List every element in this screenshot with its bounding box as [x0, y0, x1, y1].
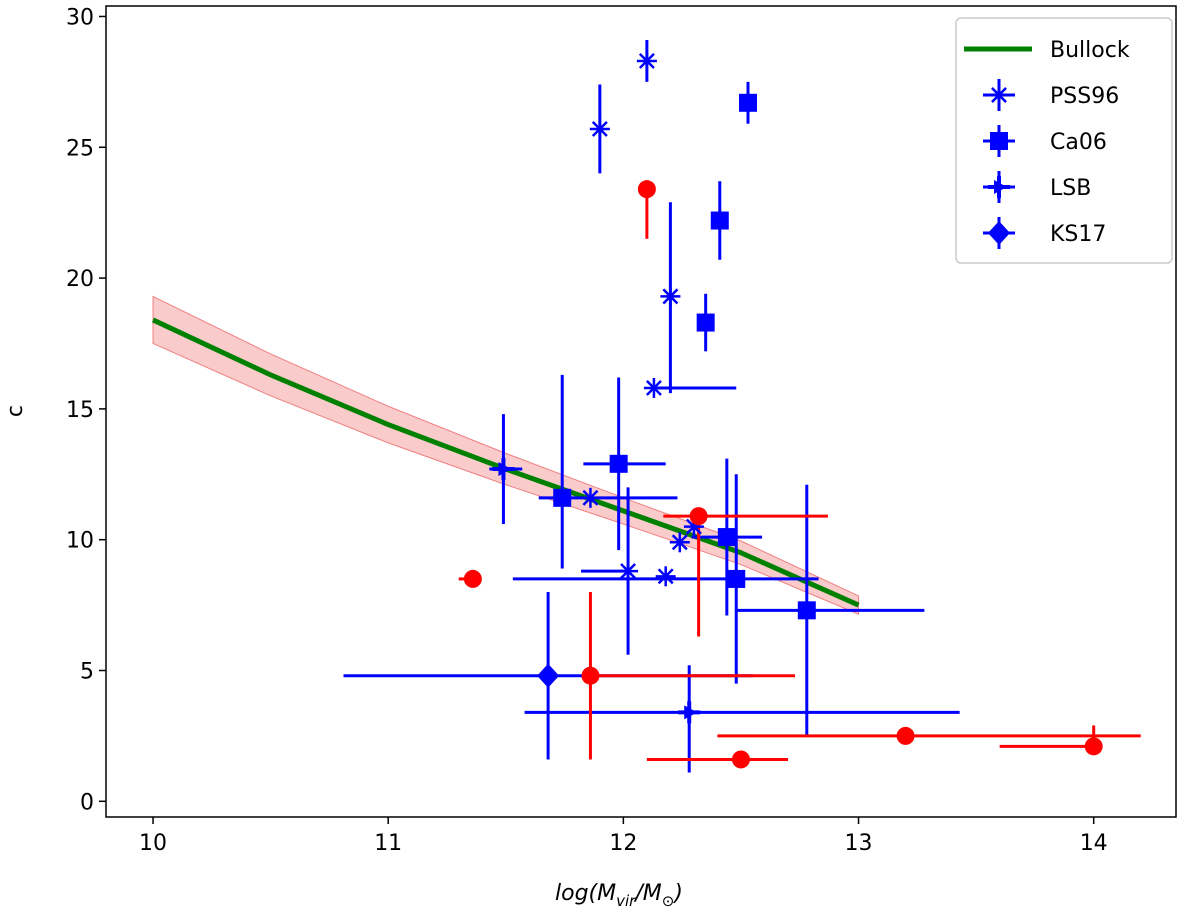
y-tick-label: 10	[66, 529, 94, 554]
legend-marker-tri-right	[988, 176, 1010, 198]
bullock-band-layer	[152, 295, 860, 616]
data-point-red	[463, 569, 482, 588]
marker-diamond-shape	[988, 221, 1010, 245]
marker-circle-shape	[637, 180, 656, 199]
data-point-KS17	[537, 663, 560, 688]
legend: Bullock PSS96 Ca06 LSB KS17	[955, 17, 1173, 264]
marker-circle-shape	[689, 507, 708, 526]
marker-tri-shape	[994, 180, 1007, 194]
data-point-red	[581, 666, 600, 685]
marker-square-shape	[727, 569, 746, 588]
y-tick-label: 0	[80, 790, 94, 815]
axes-layer: 10 11 12 13 14 0 5 10 15 20 25 30	[66, 5, 1177, 856]
marker-square-shape	[696, 313, 715, 332]
data-point-PSS96	[589, 118, 610, 139]
y-tick-label: 30	[66, 5, 94, 30]
data-point-red	[731, 750, 750, 769]
marker-tri-shape	[498, 462, 512, 477]
x-axis-label-part: log(M	[555, 881, 616, 906]
data-point-PSS96	[669, 532, 690, 553]
data-point-Ca06	[727, 569, 746, 588]
x-tick-label: 10	[139, 831, 167, 856]
marker-circle-shape	[581, 666, 600, 685]
data-point-PSS96	[580, 487, 601, 508]
x-axis-label-sub: ⊙	[662, 892, 675, 910]
data-point-red	[637, 180, 656, 199]
data-point-red	[689, 507, 708, 526]
data-point-Ca06	[710, 211, 729, 230]
data-point-red	[896, 726, 915, 745]
x-axis-label: log(Mvir/M⊙)	[555, 881, 683, 910]
legend-label: PSS96	[1050, 84, 1119, 109]
marker-circle-shape	[463, 569, 482, 588]
marker-asterisk-stroke	[645, 379, 662, 396]
data-point-LSB	[492, 458, 515, 481]
marker-square-shape	[739, 93, 757, 112]
data-point-LSB	[678, 701, 701, 724]
y-axis-label: c	[3, 405, 28, 417]
data-point-Ca06	[797, 601, 816, 620]
marker-circle-shape	[731, 750, 750, 769]
y-tick-label: 20	[66, 267, 94, 292]
marker-circle-shape	[1084, 737, 1103, 756]
marker-square-shape	[553, 488, 572, 507]
errorbar-red	[588, 592, 796, 760]
marker-square-shape	[797, 601, 816, 620]
data-point-Ca06	[553, 488, 572, 507]
errorbar-Ca06	[736, 484, 925, 736]
y-tick-label: 25	[66, 136, 94, 161]
data-point-red	[1084, 737, 1103, 756]
x-tick-label: 12	[609, 831, 637, 856]
marker-layer	[463, 50, 1103, 769]
legend-entry-bullock: Bullock	[964, 38, 1130, 63]
y-tick-label: 15	[66, 398, 94, 423]
marker-square-shape	[710, 211, 729, 230]
marker-asterisk-stroke	[657, 568, 674, 585]
marker-asterisk-stroke	[662, 288, 679, 305]
marker-asterisk-stroke	[620, 563, 637, 580]
legend-marker-diamond	[988, 221, 1010, 245]
legend-label: LSB	[1050, 176, 1091, 201]
legend-label: Ca06	[1050, 130, 1107, 155]
x-axis-label-part: /M	[633, 881, 661, 906]
x-tick-label: 11	[374, 831, 402, 856]
marker-circle-shape	[896, 726, 915, 745]
data-point-PSS96	[636, 50, 657, 71]
legend-marker-asterisk	[989, 85, 1009, 105]
data-point-Ca06	[609, 454, 628, 473]
plot-frame	[105, 5, 1177, 818]
legend-entry-ks17: KS17	[983, 217, 1106, 249]
data-point-Ca06	[717, 528, 736, 547]
data-point-PSS96	[655, 566, 676, 587]
y-tick-label: 5	[80, 659, 94, 684]
data-point-PSS96	[643, 377, 664, 398]
marker-asterisk-stroke	[591, 121, 608, 137]
marker-square-shape	[609, 454, 628, 473]
data-point-PSS96	[618, 561, 639, 582]
legend-label: Bullock	[1050, 38, 1130, 63]
legend-entry-pss96: PSS96	[983, 79, 1119, 111]
marker-asterisk-stroke	[638, 52, 655, 69]
x-tick-label: 13	[845, 831, 873, 856]
legend-marker-square	[990, 132, 1008, 150]
data-point-Ca06	[696, 313, 715, 332]
x-tick-label: 14	[1080, 831, 1108, 856]
data-point-Ca06	[739, 93, 757, 112]
marker-asterisk-stroke	[582, 489, 599, 506]
legend-entry-ca06: Ca06	[983, 125, 1107, 157]
marker-square-shape	[990, 132, 1008, 150]
marker-asterisk-stroke	[671, 534, 688, 551]
data-point-PSS96	[660, 286, 681, 307]
x-axis-label-sub: vir	[616, 892, 636, 910]
legend-entry-lsb: LSB	[983, 171, 1091, 203]
marker-square-shape	[717, 528, 736, 547]
legend-label: KS17	[1050, 222, 1106, 247]
bullock-band	[152, 295, 860, 616]
legend-box	[955, 17, 1173, 264]
x-axis-label-part: )	[672, 881, 683, 906]
marker-asterisk-stroke	[991, 87, 1007, 103]
marker-tri-shape	[684, 705, 698, 720]
marker-diamond-shape	[537, 663, 560, 688]
